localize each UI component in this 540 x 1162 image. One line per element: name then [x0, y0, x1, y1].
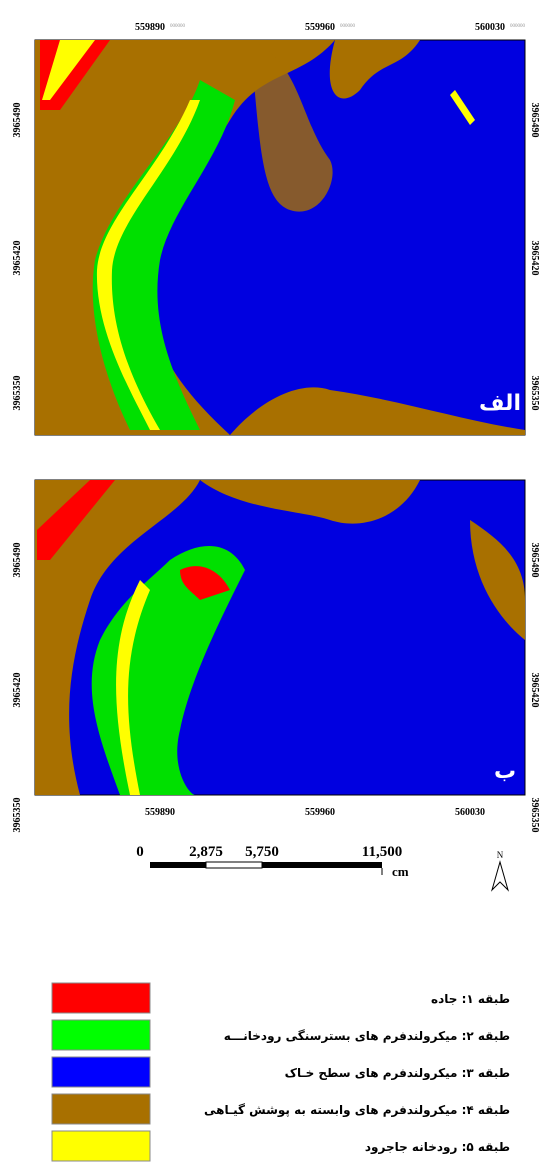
- scale-label: 5,750: [245, 844, 279, 860]
- x-coordinate: 559890: [145, 807, 175, 818]
- panel-label: الف: [479, 391, 521, 416]
- minor-label: 000000: [170, 24, 186, 29]
- y-coordinate: 3965420: [12, 673, 23, 708]
- legend-label: طبقه ۳: میکرولندفرم های سطح خـاک: [285, 1066, 510, 1081]
- legend-swatch: [52, 1020, 150, 1050]
- scale-bar: [150, 862, 508, 890]
- y-coordinate: 3965350: [12, 798, 23, 833]
- x-coordinate: 560030: [475, 22, 505, 33]
- panel-label: ب: [494, 759, 516, 784]
- legend-swatch: [52, 1094, 150, 1124]
- y-coordinate: 3965490: [529, 543, 540, 578]
- scale-unit: cm: [392, 864, 409, 879]
- x-coordinate: 560030: [455, 807, 485, 818]
- legend-label: طبقه ۱: جاده: [431, 992, 510, 1006]
- scale-label: 11,500: [362, 844, 402, 860]
- legend-swatch: [52, 1131, 150, 1161]
- legend-swatch: [52, 1057, 150, 1087]
- scale-label: 0: [136, 844, 144, 860]
- y-coordinate: 3965490: [12, 543, 23, 578]
- y-coordinate: 3965350: [529, 798, 540, 833]
- scale-label: 2,875: [189, 844, 223, 860]
- x-coordinate: 559960: [305, 807, 335, 818]
- y-coordinate: 3965420: [529, 673, 540, 708]
- map-panel-1: [35, 40, 525, 435]
- figure: 559890 000000 559890 559960 000000 559960 5600…: [0, 0, 540, 1162]
- x-coordinate: 559960: [305, 22, 335, 33]
- y-coordinate: 3965490: [12, 103, 23, 138]
- map-panel-2: [35, 480, 525, 795]
- y-coordinate: 3965350: [12, 376, 23, 411]
- north-label: N: [497, 850, 504, 860]
- legend-label: طبقه ۵: رودخانه جاجرود: [365, 1140, 510, 1155]
- minor-label: 000000: [510, 24, 526, 29]
- y-coordinate: 3965420: [12, 241, 23, 276]
- y-coordinate: 3965490: [529, 103, 540, 138]
- minor-label: 000000: [340, 24, 356, 29]
- x-coordinate: 559890: [135, 22, 165, 33]
- y-coordinate: 3965420: [529, 241, 540, 276]
- legend-label: طبقه ۲: میکرولندفرم های بسترسنگی رودخانـ…: [224, 1029, 510, 1044]
- y-coordinate: 3965350: [529, 376, 540, 411]
- legend-label: طبقه ۴: میکرولندفرم های وابسته به پوشش گ…: [204, 1103, 510, 1118]
- legend-swatch: [52, 983, 150, 1013]
